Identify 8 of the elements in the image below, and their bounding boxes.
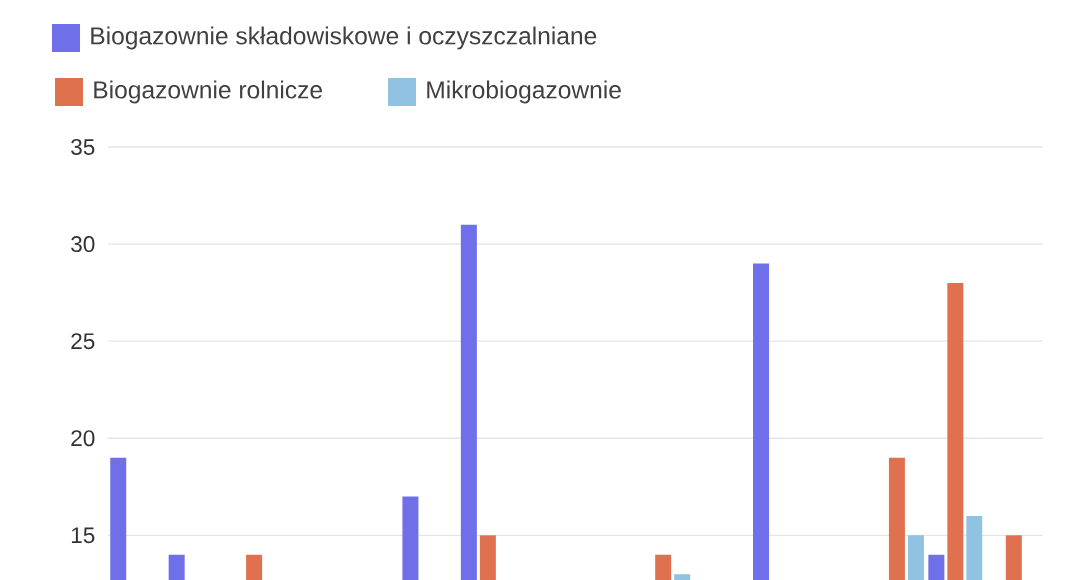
y-tick-label: 35 xyxy=(71,138,95,155)
legend-label: Biogazownie składowiskowe i oczyszczalniane xyxy=(91,26,597,50)
y-tick-label: 25 xyxy=(71,333,95,350)
y-tick-label: 20 xyxy=(71,430,95,447)
legend-label: Biogazownie rolnicze xyxy=(94,80,322,104)
legend-label: Mikrobiogazownie xyxy=(427,80,621,104)
y-tick-label: 30 xyxy=(71,236,95,253)
y-tick-label: 15 xyxy=(71,527,95,544)
